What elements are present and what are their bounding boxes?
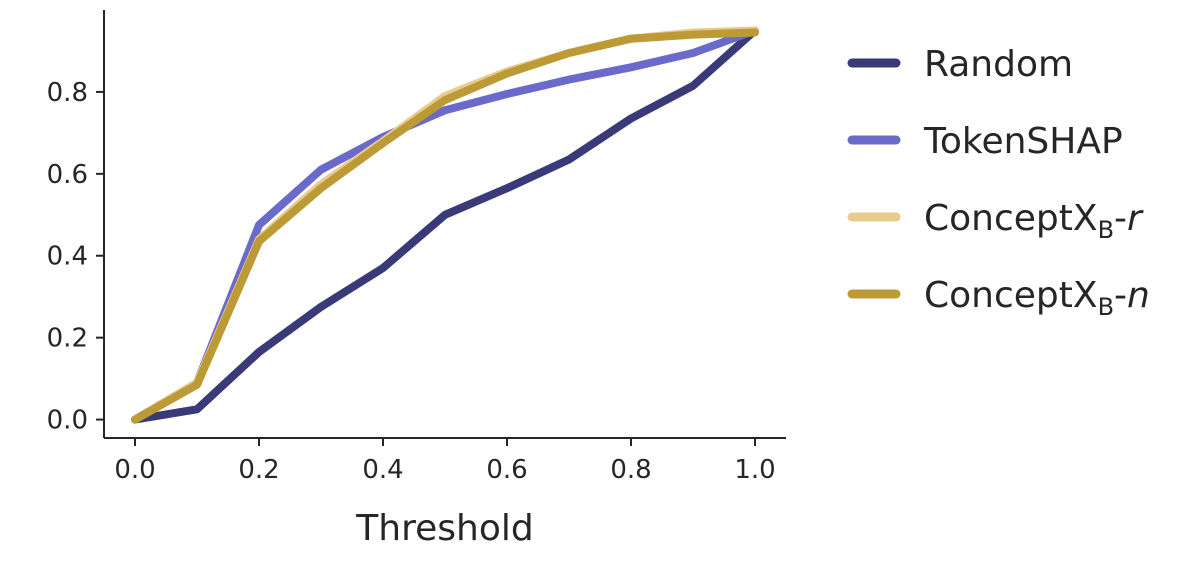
legend-label-text: Random [924, 44, 1073, 85]
legend-label: ConceptXB-r [924, 198, 1144, 244]
series-line-1 [131, 26, 759, 424]
x-ticks: 0.0 0.2 0.4 0.6 0.8 1.0 [114, 438, 776, 485]
y-ticks: 0.0 0.2 0.4 0.6 0.8 [47, 78, 104, 436]
legend-label-suffix: r [1127, 198, 1144, 239]
y-tick-label: 0.6 [47, 160, 88, 190]
x-axis-title: Threshold [355, 508, 533, 549]
legend-label: TokenSHAP [923, 121, 1123, 162]
legend-label-dash: - [1114, 275, 1127, 316]
y-tick-label: 0.0 [47, 406, 88, 436]
y-tick-label: 0.4 [47, 242, 88, 272]
x-tick-label: 0.2 [238, 455, 279, 485]
legend-label-dash: - [1114, 198, 1127, 239]
x-tick-label: 1.0 [734, 455, 775, 485]
series-lines [131, 26, 759, 424]
legend-label-text: TokenSHAP [923, 121, 1123, 162]
legend-label-subscript: B [1098, 293, 1114, 321]
x-tick-label: 0.0 [114, 455, 155, 485]
x-tick-label: 0.8 [610, 455, 651, 485]
legend-label-text: ConceptX [924, 198, 1098, 239]
legend-label: Random [924, 44, 1073, 85]
legend-label-text: ConceptX [924, 275, 1098, 316]
y-tick-label: 0.2 [47, 324, 88, 354]
series-line-0 [131, 26, 759, 424]
axes [103, 10, 786, 439]
legend-label-suffix: n [1127, 275, 1150, 316]
legend-label-subscript: B [1098, 216, 1114, 244]
x-tick-label: 0.6 [486, 455, 527, 485]
x-tick-label: 0.4 [362, 455, 403, 485]
legend-label: ConceptXB-n [924, 275, 1150, 321]
series-line-3 [131, 28, 759, 424]
y-tick-label: 0.8 [47, 78, 88, 108]
series-line-2 [131, 26, 759, 424]
